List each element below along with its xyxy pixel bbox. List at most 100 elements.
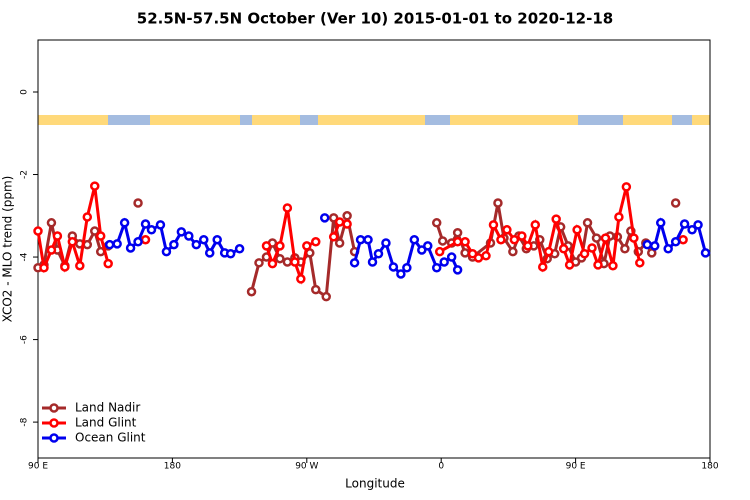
point (46, 245, 57, 255)
point (551, 214, 561, 224)
point (467, 248, 478, 259)
point (670, 237, 681, 247)
land-strip (38, 115, 710, 125)
point (509, 234, 520, 245)
point (140, 234, 151, 245)
point (687, 225, 697, 235)
point (33, 226, 43, 236)
point (388, 262, 399, 272)
point (334, 217, 345, 227)
point (621, 182, 632, 192)
point (311, 284, 321, 295)
legend-label: Land Glint (75, 416, 137, 430)
point (591, 233, 602, 243)
point (558, 244, 569, 254)
x-tick-label: 180 (701, 462, 718, 472)
point (537, 262, 548, 272)
point (254, 258, 264, 268)
point (649, 241, 660, 251)
point (402, 263, 412, 273)
legend-label: Ocean Glint (75, 431, 146, 445)
point (321, 291, 331, 302)
point (431, 218, 442, 228)
point (452, 265, 463, 275)
point (39, 263, 49, 273)
point (261, 241, 272, 251)
point (184, 231, 194, 241)
point (493, 198, 503, 208)
point (434, 246, 445, 257)
point (133, 237, 143, 247)
point (140, 219, 151, 229)
point (620, 244, 630, 254)
point (564, 260, 575, 270)
point (234, 244, 245, 254)
point (473, 253, 484, 263)
point (502, 225, 512, 235)
point (282, 203, 293, 213)
point (523, 241, 533, 251)
point (423, 241, 433, 251)
point (89, 226, 100, 236)
point (600, 233, 611, 243)
point (246, 286, 257, 297)
point (431, 263, 442, 273)
point (409, 234, 420, 245)
point (587, 243, 597, 253)
point (355, 234, 366, 245)
point (133, 198, 143, 208)
point (349, 258, 360, 268)
point (579, 248, 590, 259)
x-axis-label: Longitude (345, 477, 405, 491)
point (488, 220, 499, 230)
point (89, 181, 100, 191)
legend-marker (49, 433, 59, 443)
point (508, 246, 518, 257)
point (678, 234, 688, 245)
point (460, 237, 470, 247)
point (119, 218, 130, 228)
point (363, 234, 373, 245)
point (112, 239, 122, 249)
point (452, 237, 463, 247)
point (437, 236, 448, 246)
point (417, 245, 427, 255)
point (328, 232, 339, 242)
chart-title: 52.5N-57.5N October (Ver 10) 2015-01-01 … (137, 10, 613, 28)
point (543, 246, 554, 257)
point (439, 257, 449, 267)
point (75, 260, 85, 271)
point (302, 241, 312, 251)
point (679, 219, 690, 229)
y-tick-label: 0 (20, 89, 30, 95)
point (169, 239, 179, 250)
x-tick-label: 90 W (295, 462, 318, 472)
legend-marker (49, 403, 59, 413)
point (275, 241, 285, 251)
plot-frame (37, 39, 711, 459)
point (342, 211, 352, 221)
point (496, 234, 506, 245)
point (396, 269, 406, 279)
point (670, 198, 681, 208)
point (155, 220, 166, 230)
point (282, 257, 293, 267)
point (614, 212, 624, 222)
point (572, 225, 582, 235)
point (161, 246, 172, 257)
ocean-patch (578, 115, 623, 125)
point (82, 212, 93, 222)
map-strip (38, 115, 710, 125)
x-tick-label: 90 E (28, 462, 48, 472)
point (481, 251, 491, 261)
point (212, 234, 222, 245)
point (367, 257, 378, 267)
ocean-patch (240, 115, 252, 125)
point (608, 260, 618, 271)
point (582, 218, 593, 228)
point (635, 258, 645, 268)
y-tick-label: -6 (20, 335, 30, 344)
point (52, 231, 63, 241)
